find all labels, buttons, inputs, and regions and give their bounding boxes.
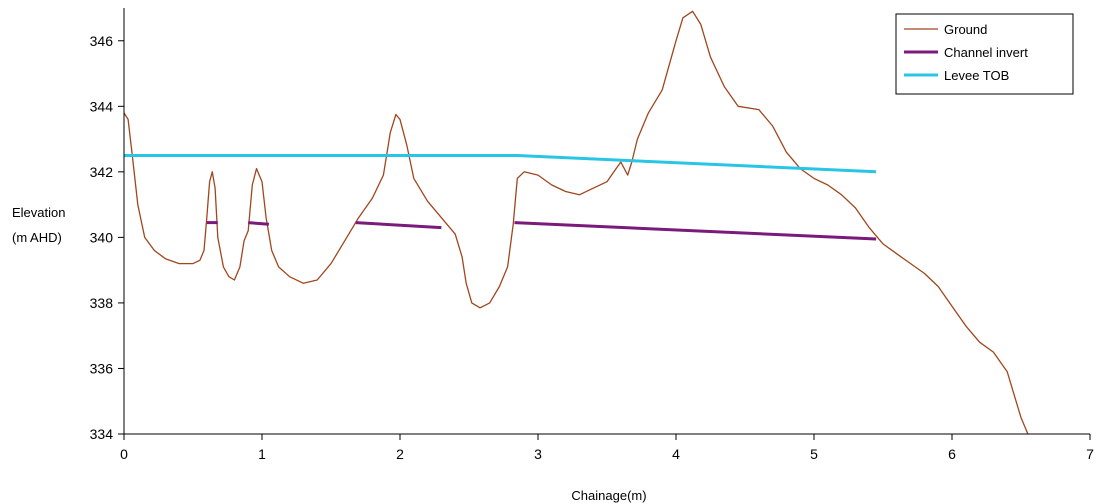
series-line-channel-invert <box>514 221 877 241</box>
series-line-levee-tob <box>124 154 877 174</box>
axes <box>123 8 1090 435</box>
y-axis-title-line1: Elevation <box>12 205 65 220</box>
legend-label-ground: Ground <box>944 22 987 37</box>
legend: Ground Channel invert Levee TOB <box>895 13 1074 95</box>
x-tick-label: 4 <box>672 446 680 462</box>
legend-label-levee-tob: Levee TOB <box>944 68 1009 83</box>
legend-box <box>895 13 1074 95</box>
x-tick-label: 6 <box>948 446 956 462</box>
x-tick-label: 3 <box>534 446 542 462</box>
y-tick-label: 336 <box>90 360 114 376</box>
y-tick-label: 344 <box>90 98 114 114</box>
y-tick-label: 334 <box>90 426 114 442</box>
series-line-channel-invert <box>248 221 270 226</box>
series-line-ground <box>123 10 1029 435</box>
x-tick-label: 7 <box>1086 446 1094 462</box>
y-tick-label: 346 <box>90 33 114 49</box>
y-tick-label: 340 <box>90 229 114 245</box>
y-tick-label: 342 <box>90 164 114 180</box>
y-tick-label: 338 <box>90 295 114 311</box>
y-axis-title-line2: (m AHD) <box>12 230 62 245</box>
x-tick-label: 0 <box>120 446 128 462</box>
x-axis-title: Chainage(m) <box>571 488 646 503</box>
x-tick-label: 1 <box>258 446 266 462</box>
series-line-channel-invert <box>355 221 442 230</box>
legend-label-channel-invert: Channel invert <box>944 45 1028 60</box>
ticks: 0 1 2 3 4 5 6 7 334 336 338 340 342 344 346 <box>90 33 1094 462</box>
x-tick-label: 2 <box>396 446 404 462</box>
plot-marks <box>123 10 1029 435</box>
x-tick-label: 5 <box>810 446 818 462</box>
